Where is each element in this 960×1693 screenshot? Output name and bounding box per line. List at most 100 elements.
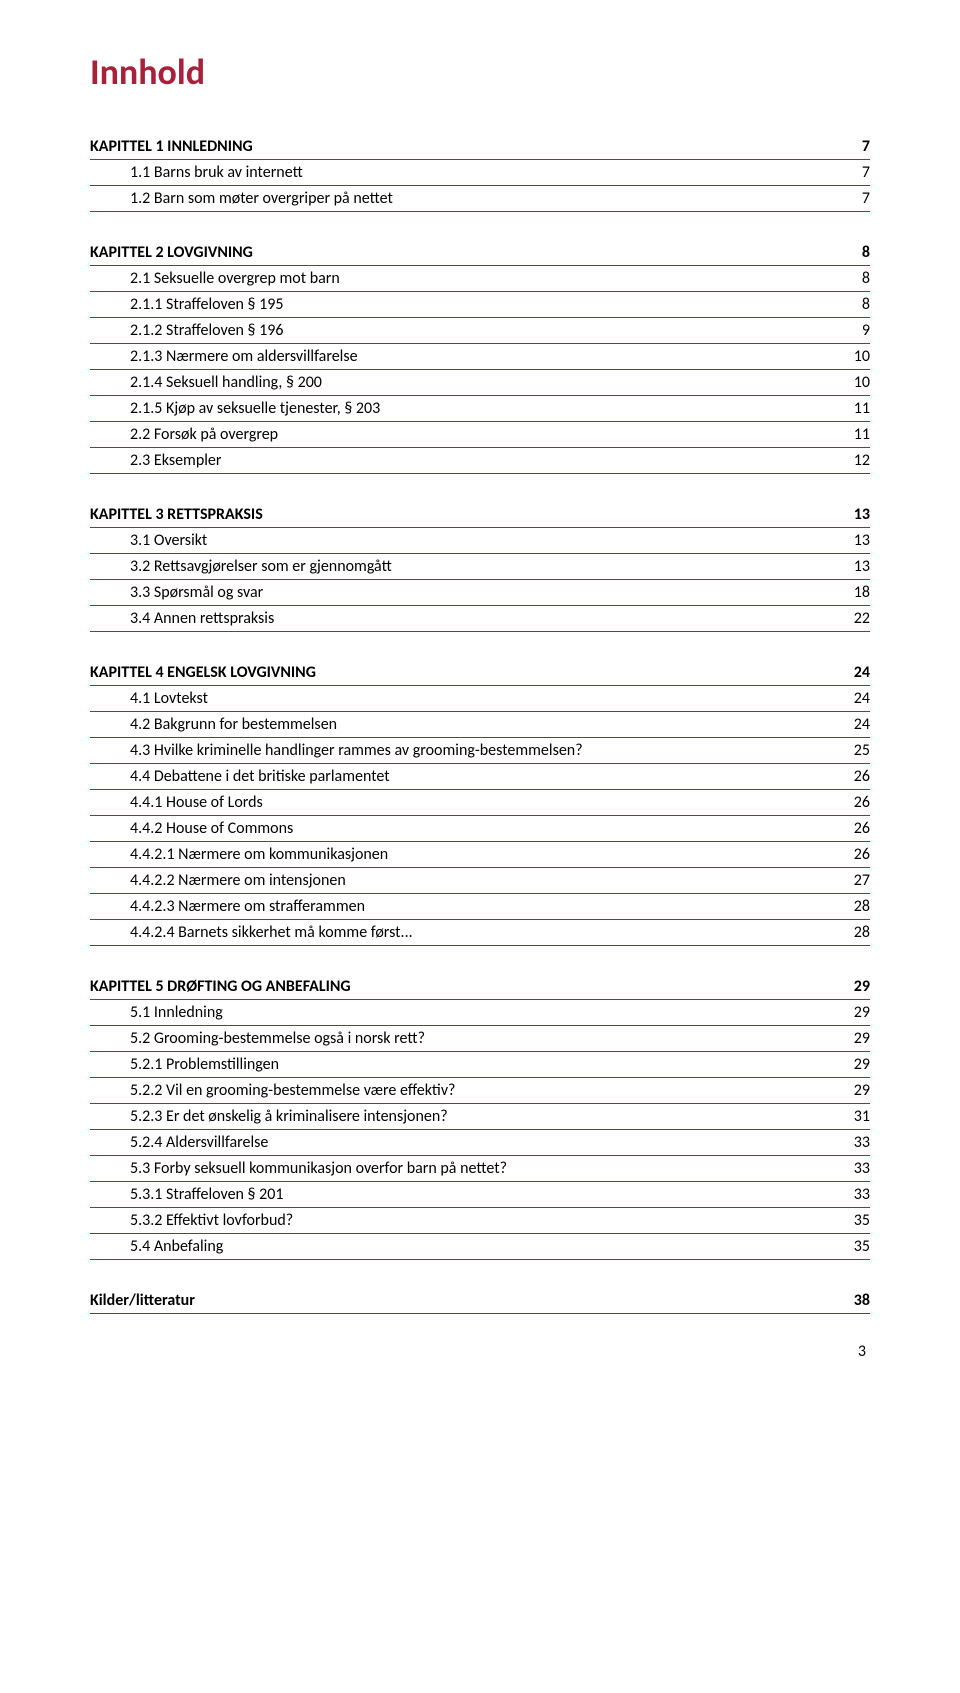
toc-entry-label: 4.4.2.1 Nærmere om kommunikasjonen bbox=[90, 845, 388, 864]
toc-entry-label: 5.2.3 Er det ønskelig å kriminalisere in… bbox=[90, 1107, 448, 1126]
toc-entry-page: 11 bbox=[854, 425, 870, 444]
toc-entry-page: 35 bbox=[854, 1237, 870, 1256]
toc-entry-label: 4.2 Bakgrunn for bestemmelsen bbox=[90, 715, 337, 734]
toc-entry-row: 5.4 Anbefaling 35 bbox=[90, 1234, 870, 1260]
toc-entry-label: 2.1.3 Nærmere om aldersvillfarelse bbox=[90, 347, 358, 366]
page-title: Innhold bbox=[90, 50, 870, 94]
toc-entry-label: 5.1 Innledning bbox=[90, 1003, 223, 1022]
toc-section: Kilder/litteratur 38 bbox=[90, 1288, 870, 1314]
toc-entry-page: 26 bbox=[854, 793, 870, 812]
toc-entry-row: 4.2 Bakgrunn for bestemmelsen 24 bbox=[90, 712, 870, 738]
toc-entry-row: 2.1.4 Seksuell handling, § 200 10 bbox=[90, 370, 870, 396]
toc-entry-label: 4.4.2 House of Commons bbox=[90, 819, 293, 838]
toc-entry-page: 7 bbox=[862, 163, 870, 182]
toc-entry-label: 2.1.5 Kjøp av seksuelle tjenester, § 203 bbox=[90, 399, 380, 418]
toc-chapter-page: 13 bbox=[854, 505, 870, 524]
toc-entry-label: 5.3 Forby seksuell kommunikasjon overfor… bbox=[90, 1159, 507, 1178]
toc-entry-row: 5.3.2 Effektivt lovforbud?35 bbox=[90, 1208, 870, 1234]
toc-entry-page: 31 bbox=[854, 1107, 870, 1126]
toc-entry-row: 5.2.1 Problemstillingen 29 bbox=[90, 1052, 870, 1078]
toc-entry-page: 13 bbox=[854, 557, 870, 576]
toc-chapter-row: KAPITTEL 5 DRØFTING OG ANBEFALING29 bbox=[90, 974, 870, 1000]
toc-entry-label: 4.3 Hvilke kriminelle handlinger rammes … bbox=[90, 741, 583, 760]
toc-chapter-page: 38 bbox=[854, 1291, 870, 1310]
toc-entry-label: 5.2.1 Problemstillingen bbox=[90, 1055, 279, 1074]
toc-entry-row: 5.2.2 Vil en grooming-bestemmelse være e… bbox=[90, 1078, 870, 1104]
toc-entry-row: 5.2.3 Er det ønskelig å kriminalisere in… bbox=[90, 1104, 870, 1130]
toc-chapter-page: 24 bbox=[854, 663, 870, 682]
toc-chapter-label: Kilder/litteratur bbox=[90, 1291, 195, 1310]
toc-entry-page: 33 bbox=[854, 1133, 870, 1152]
toc-entry-label: 2.1 Seksuelle overgrep mot barn bbox=[90, 269, 340, 288]
toc-entry-row: 5.3.1 Straffeloven § 201 33 bbox=[90, 1182, 870, 1208]
toc-entry-label: 2.1.1 Straffeloven § 195 bbox=[90, 295, 283, 314]
toc-entry-page: 29 bbox=[854, 1003, 870, 1022]
toc-chapter-row: KAPITTEL 1 INNLEDNING 7 bbox=[90, 134, 870, 160]
toc-entry-page: 13 bbox=[854, 531, 870, 550]
toc-entry-row: 5.1 Innledning 29 bbox=[90, 1000, 870, 1026]
toc-chapter-row: Kilder/litteratur 38 bbox=[90, 1288, 870, 1314]
toc-entry-row: 4.4.2.2 Nærmere om intensjonen27 bbox=[90, 868, 870, 894]
toc-entry-page: 18 bbox=[854, 583, 870, 602]
toc-entry-label: 4.4.2.2 Nærmere om intensjonen bbox=[90, 871, 346, 890]
toc-entry-page: 10 bbox=[854, 373, 870, 392]
toc-body: KAPITTEL 1 INNLEDNING 7 1.1 Barns bruk av … bbox=[90, 134, 870, 1314]
toc-chapter-page: 29 bbox=[854, 977, 870, 996]
toc-entry-row: 5.2 Grooming-bestemmelse også i norsk re… bbox=[90, 1026, 870, 1052]
toc-chapter-row: KAPITTEL 3 RETTSPRAKSIS13 bbox=[90, 502, 870, 528]
toc-entry-page: 33 bbox=[854, 1159, 870, 1178]
toc-entry-label: 5.2.2 Vil en grooming-bestemmelse være e… bbox=[90, 1081, 455, 1100]
toc-entry-label: 2.3 Eksempler bbox=[90, 451, 221, 470]
toc-entry-page: 24 bbox=[854, 715, 870, 734]
toc-entry-row: 4.4.1 House of Lords 26 bbox=[90, 790, 870, 816]
toc-entry-label: 5.2.4 Aldersvillfarelse bbox=[90, 1133, 268, 1152]
toc-section: KAPITTEL 3 RETTSPRAKSIS133.1 Oversikt133… bbox=[90, 502, 870, 632]
toc-entry-row: 4.4 Debattene i det britiske parlamentet… bbox=[90, 764, 870, 790]
toc-entry-page: 12 bbox=[854, 451, 870, 470]
toc-entry-row: 2.1.3 Nærmere om aldersvillfarelse 10 bbox=[90, 344, 870, 370]
toc-entry-label: 4.4.1 House of Lords bbox=[90, 793, 263, 812]
toc-entry-page: 11 bbox=[854, 399, 870, 418]
toc-entry-page: 8 bbox=[862, 269, 870, 288]
toc-section: KAPITTEL 4 ENGELSK LOVGIVNING244.1 Lovte… bbox=[90, 660, 870, 946]
toc-entry-label: 2.2 Forsøk på overgrep bbox=[90, 425, 278, 444]
toc-entry-page: 8 bbox=[862, 295, 870, 314]
toc-entry-page: 29 bbox=[854, 1055, 870, 1074]
toc-chapter-page: 8 bbox=[862, 243, 870, 262]
toc-entry-row: 4.1 Lovtekst24 bbox=[90, 686, 870, 712]
toc-chapter-row: KAPITTEL 2 LOVGIVNING 8 bbox=[90, 240, 870, 266]
toc-entry-row: 2.3 Eksempler 12 bbox=[90, 448, 870, 474]
toc-chapter-row: KAPITTEL 4 ENGELSK LOVGIVNING24 bbox=[90, 660, 870, 686]
toc-entry-page: 7 bbox=[862, 189, 870, 208]
toc-entry-label: 3.1 Oversikt bbox=[90, 531, 207, 550]
toc-entry-label: 5.3.2 Effektivt lovforbud? bbox=[90, 1211, 293, 1230]
toc-entry-label: 5.3.1 Straffeloven § 201 bbox=[90, 1185, 283, 1204]
toc-entry-page: 22 bbox=[854, 609, 870, 628]
toc-entry-label: 5.2 Grooming-bestemmelse også i norsk re… bbox=[90, 1029, 425, 1048]
toc-entry-label: 4.4.2.4 Barnets sikkerhet må komme først… bbox=[90, 923, 413, 942]
toc-entry-label: 1.1 Barns bruk av internett bbox=[90, 163, 303, 182]
toc-entry-page: 28 bbox=[854, 897, 870, 916]
toc-entry-label: 1.2 Barn som møter overgriper på nettet bbox=[90, 189, 393, 208]
toc-entry-row: 2.1.5 Kjøp av seksuelle tjenester, § 203… bbox=[90, 396, 870, 422]
toc-entry-label: 3.4 Annen rettspraksis bbox=[90, 609, 274, 628]
toc-entry-label: 2.1.2 Straffeloven § 196 bbox=[90, 321, 283, 340]
toc-entry-page: 28 bbox=[854, 923, 870, 942]
toc-entry-row: 3.1 Oversikt 13 bbox=[90, 528, 870, 554]
toc-entry-row: 2.1.2 Straffeloven § 1969 bbox=[90, 318, 870, 344]
toc-chapter-page: 7 bbox=[862, 137, 870, 156]
toc-entry-row: 2.1 Seksuelle overgrep mot barn 8 bbox=[90, 266, 870, 292]
toc-chapter-label: KAPITTEL 2 LOVGIVNING bbox=[90, 243, 253, 262]
toc-entry-label: 5.4 Anbefaling bbox=[90, 1237, 223, 1256]
toc-section: KAPITTEL 1 INNLEDNING 7 1.1 Barns bruk av … bbox=[90, 134, 870, 212]
toc-entry-page: 33 bbox=[854, 1185, 870, 1204]
toc-entry-page: 10 bbox=[854, 347, 870, 366]
toc-entry-row: 4.4.2.3 Nærmere om strafferammen 28 bbox=[90, 894, 870, 920]
toc-entry-label: 4.4.2.3 Nærmere om strafferammen bbox=[90, 897, 365, 916]
toc-entry-page: 29 bbox=[854, 1029, 870, 1048]
toc-entry-label: 2.1.4 Seksuell handling, § 200 bbox=[90, 373, 322, 392]
toc-chapter-label: KAPITTEL 1 INNLEDNING bbox=[90, 137, 253, 156]
toc-entry-row: 2.2 Forsøk på overgrep 11 bbox=[90, 422, 870, 448]
toc-entry-page: 26 bbox=[854, 845, 870, 864]
toc-entry-label: 3.2 Rettsavgjørelser som er gjennomgått bbox=[90, 557, 392, 576]
